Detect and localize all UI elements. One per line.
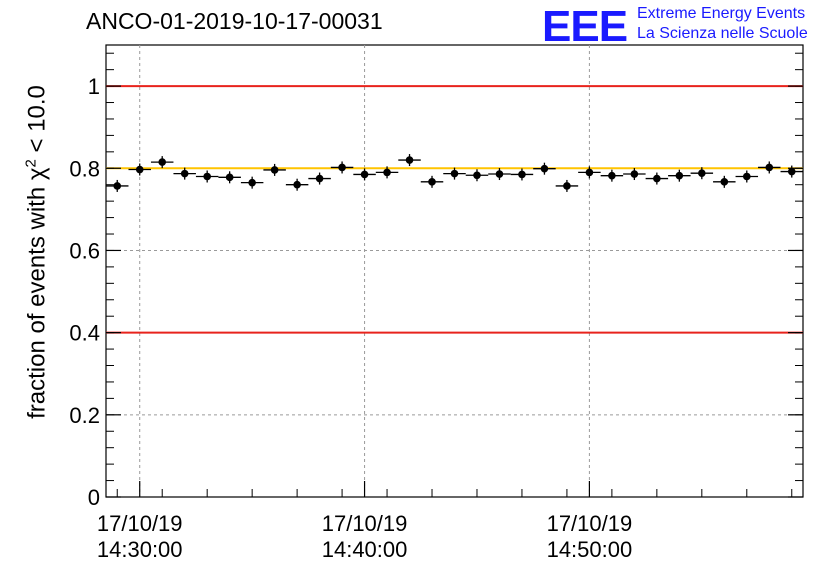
data-point (540, 164, 549, 173)
data-point (338, 163, 346, 172)
data-point (518, 170, 526, 179)
data-point (720, 178, 729, 186)
x-tick-label-date: 17/10/19 (97, 511, 183, 536)
data-point (630, 170, 639, 178)
data-point (360, 170, 369, 179)
data-points (106, 154, 803, 192)
eee-logo-mark: EEE (542, 2, 628, 51)
data-point (608, 171, 616, 180)
data-point (293, 180, 301, 189)
data-point (675, 171, 684, 180)
y-tick-label: 0.8 (69, 156, 100, 181)
x-tick-label-date: 17/10/19 (547, 511, 633, 536)
data-point (653, 174, 661, 183)
logo-line-1: Extreme Energy Events (637, 5, 806, 22)
y-tick-label: 0.2 (69, 403, 100, 428)
plot-frame (105, 44, 804, 498)
y-tick-label: 0 (88, 485, 100, 510)
data-point (225, 173, 234, 182)
y-tick-label: 0.4 (69, 321, 100, 346)
data-point (450, 169, 459, 178)
data-point (495, 170, 504, 178)
x-tick-label-date: 17/10/19 (322, 511, 408, 536)
data-point (563, 182, 571, 190)
logo-line-2: La Scienza nelle Scuole (637, 25, 808, 42)
data-point (585, 168, 594, 177)
y-tick-label: 0.6 (69, 238, 100, 263)
x-tick-label-time: 14:30:00 (97, 537, 183, 562)
data-point (180, 169, 189, 178)
data-point (742, 172, 751, 181)
data-point (698, 169, 706, 178)
data-point (787, 167, 796, 176)
data-point (135, 165, 144, 174)
data-point (113, 182, 122, 190)
data-point (473, 171, 481, 180)
reference-lines (106, 85, 803, 334)
data-point (270, 166, 279, 174)
x-tick-label-time: 14:50:00 (547, 537, 633, 562)
axes: 00.20.40.60.8117/10/1914:30:0017/10/1914… (69, 52, 803, 562)
grid-lines (106, 45, 803, 497)
y-tick-label: 1 (88, 74, 100, 99)
data-point (765, 163, 774, 172)
x-tick-label-time: 14:40:00 (322, 537, 408, 562)
data-point (383, 168, 391, 177)
data-point (248, 178, 256, 187)
data-point (315, 174, 324, 183)
data-point (158, 158, 167, 166)
data-point (428, 178, 436, 186)
data-point (405, 156, 414, 164)
data-point (203, 172, 211, 181)
chart-title: ANCO-01-2019-10-17-00031 (86, 8, 383, 34)
